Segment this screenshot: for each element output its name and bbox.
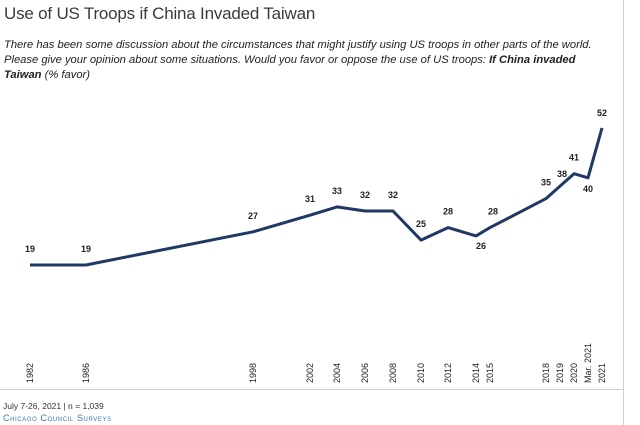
question-text: There has been some discussion about the… — [4, 39, 592, 66]
x-tick-label: 2015 — [485, 363, 495, 383]
data-label: 19 — [25, 244, 35, 254]
x-tick-label: 2002 — [305, 363, 315, 383]
data-label: 41 — [569, 153, 579, 163]
data-label: 28 — [488, 207, 498, 217]
x-tick-label: 2018 — [541, 363, 551, 383]
survey-question: There has been some discussion about the… — [4, 38, 616, 83]
data-label: 40 — [583, 184, 593, 194]
data-label: 35 — [541, 178, 551, 188]
x-tick-label: 1986 — [81, 363, 91, 383]
x-tick-label: 2021 — [597, 363, 607, 383]
frame-border-bottom — [0, 389, 624, 390]
question-emphasis: If China invaded Taiwan — [4, 54, 576, 81]
x-tick-label: 2019 — [555, 363, 565, 383]
data-label: 27 — [248, 211, 258, 221]
data-label: 25 — [416, 219, 426, 229]
x-tick-label: 2008 — [388, 363, 398, 383]
series-line — [30, 127, 604, 267]
data-label: 33 — [332, 186, 342, 196]
frame-border-right — [623, 0, 624, 425]
survey-dates-note: July 7-26, 2021 | n = 1,039 — [3, 401, 104, 411]
x-tick-label: 1982 — [25, 363, 35, 383]
x-tick-label: 1998 — [248, 363, 258, 383]
data-label: 52 — [597, 108, 607, 118]
brand-logo-text: Chicago Council Surveys — [3, 413, 112, 423]
x-tick-label: 2014 — [471, 363, 481, 383]
x-tick-label: 2010 — [416, 363, 426, 383]
question-suffix: (% favor) — [44, 69, 91, 81]
x-tick-label: 2004 — [332, 363, 342, 383]
data-label: 32 — [360, 190, 370, 200]
x-tick-label: Mar. 2021 — [583, 343, 593, 383]
x-tick-label: 2012 — [443, 363, 453, 383]
data-label: 38 — [557, 169, 567, 179]
x-tick-label: 2020 — [569, 363, 579, 383]
data-label: 32 — [388, 190, 398, 200]
data-label: 19 — [81, 244, 91, 254]
data-label: 28 — [443, 207, 453, 217]
chart-title: Use of US Troops if China Invaded Taiwan — [4, 4, 316, 23]
x-tick-label: 2006 — [360, 363, 370, 383]
data-label: 31 — [305, 194, 315, 204]
data-label: 26 — [476, 241, 486, 251]
